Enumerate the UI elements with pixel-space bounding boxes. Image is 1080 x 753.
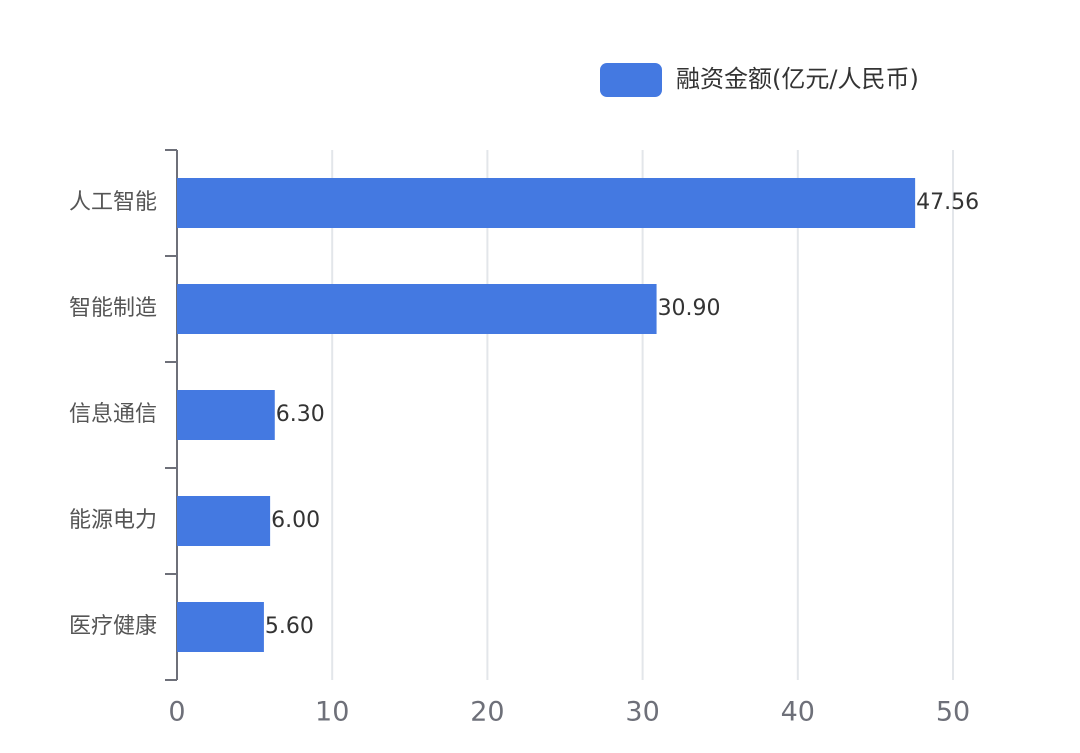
- y-tick-label: 信息通信: [69, 402, 157, 427]
- x-tick-label: 30: [625, 697, 659, 728]
- bar: [177, 602, 264, 652]
- value-label: 5.60: [265, 614, 314, 639]
- legend-label: 融资金额(亿元/人民币): [676, 65, 919, 93]
- y-tick-label: 医疗健康: [69, 614, 157, 639]
- bar: [177, 284, 657, 334]
- bar: [177, 496, 271, 546]
- x-tick-label: 10: [315, 697, 349, 728]
- bar: [177, 390, 275, 440]
- value-label: 47.56: [916, 190, 979, 215]
- value-label: 30.90: [658, 296, 721, 321]
- value-label: 6.30: [276, 402, 325, 427]
- x-tick-label: 20: [470, 697, 504, 728]
- y-tick-label: 人工智能: [69, 190, 157, 215]
- x-tick-label: 0: [168, 697, 185, 728]
- value-label: 6.00: [271, 508, 320, 533]
- legend-swatch: [600, 63, 662, 97]
- x-tick-label: 50: [936, 697, 970, 728]
- y-tick-label: 能源电力: [69, 508, 157, 533]
- y-tick-label: 智能制造: [69, 296, 157, 321]
- x-tick-label: 40: [781, 697, 815, 728]
- bar: [177, 178, 916, 228]
